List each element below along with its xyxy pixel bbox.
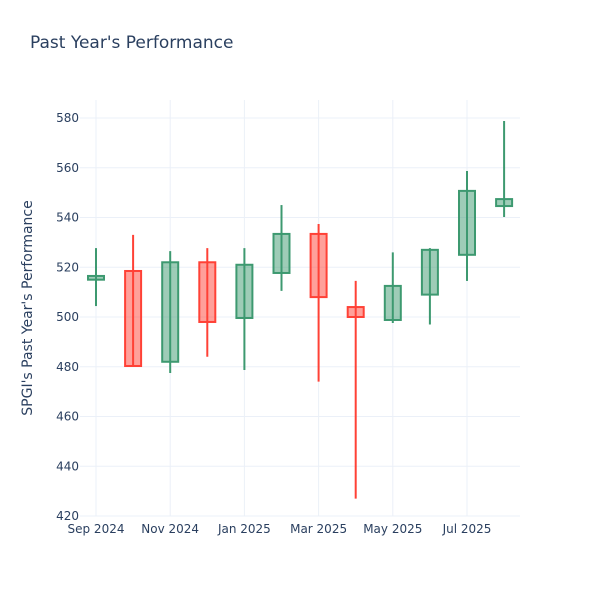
x-tick-label: Mar 2025 xyxy=(290,522,347,536)
y-tick-label: 480 xyxy=(56,360,79,374)
candle-body xyxy=(495,198,514,208)
y-tick-label: 520 xyxy=(56,260,79,274)
x-tick-label: Nov 2024 xyxy=(141,522,199,536)
candle-increasing xyxy=(420,248,439,325)
y-tick-label: 420 xyxy=(56,509,79,523)
candle-increasing xyxy=(235,248,254,370)
y-tick-label: 440 xyxy=(56,459,79,473)
y-tick-label: 580 xyxy=(56,111,79,125)
candle-increasing xyxy=(272,205,291,291)
candle-decreasing xyxy=(198,248,217,357)
candle-increasing xyxy=(383,252,402,323)
y-axis-label: SPGI's Past Year's Performance xyxy=(20,200,36,415)
y-tick-label: 560 xyxy=(56,161,79,175)
candle-increasing xyxy=(161,251,180,373)
candle-increasing xyxy=(495,120,514,218)
candle-body xyxy=(124,269,143,368)
x-tick-label: Jul 2025 xyxy=(442,522,492,536)
candle-body xyxy=(346,306,365,318)
candle-body xyxy=(161,261,180,363)
candle-body xyxy=(458,189,476,256)
candle-body xyxy=(272,232,291,274)
x-tick-label: Sep 2024 xyxy=(68,522,125,536)
candle-body xyxy=(309,232,328,299)
candle-body xyxy=(87,274,105,281)
x-tick-label: Jan 2025 xyxy=(217,522,271,536)
y-tick-label: 460 xyxy=(56,410,79,424)
candle-increasing xyxy=(87,248,105,307)
y-tick-label: 500 xyxy=(56,310,79,324)
candle-decreasing xyxy=(309,223,328,382)
candle-body xyxy=(235,263,254,319)
x-tick-label: May 2025 xyxy=(363,522,422,536)
candle-increasing xyxy=(458,170,476,281)
candle-body xyxy=(383,284,402,321)
chart-title: Past Year's Performance xyxy=(30,33,234,53)
candle-body xyxy=(420,248,439,296)
candle-decreasing xyxy=(346,280,365,499)
candle-decreasing xyxy=(124,234,143,368)
y-tick-label: 540 xyxy=(56,211,79,225)
candle-body xyxy=(198,261,217,323)
